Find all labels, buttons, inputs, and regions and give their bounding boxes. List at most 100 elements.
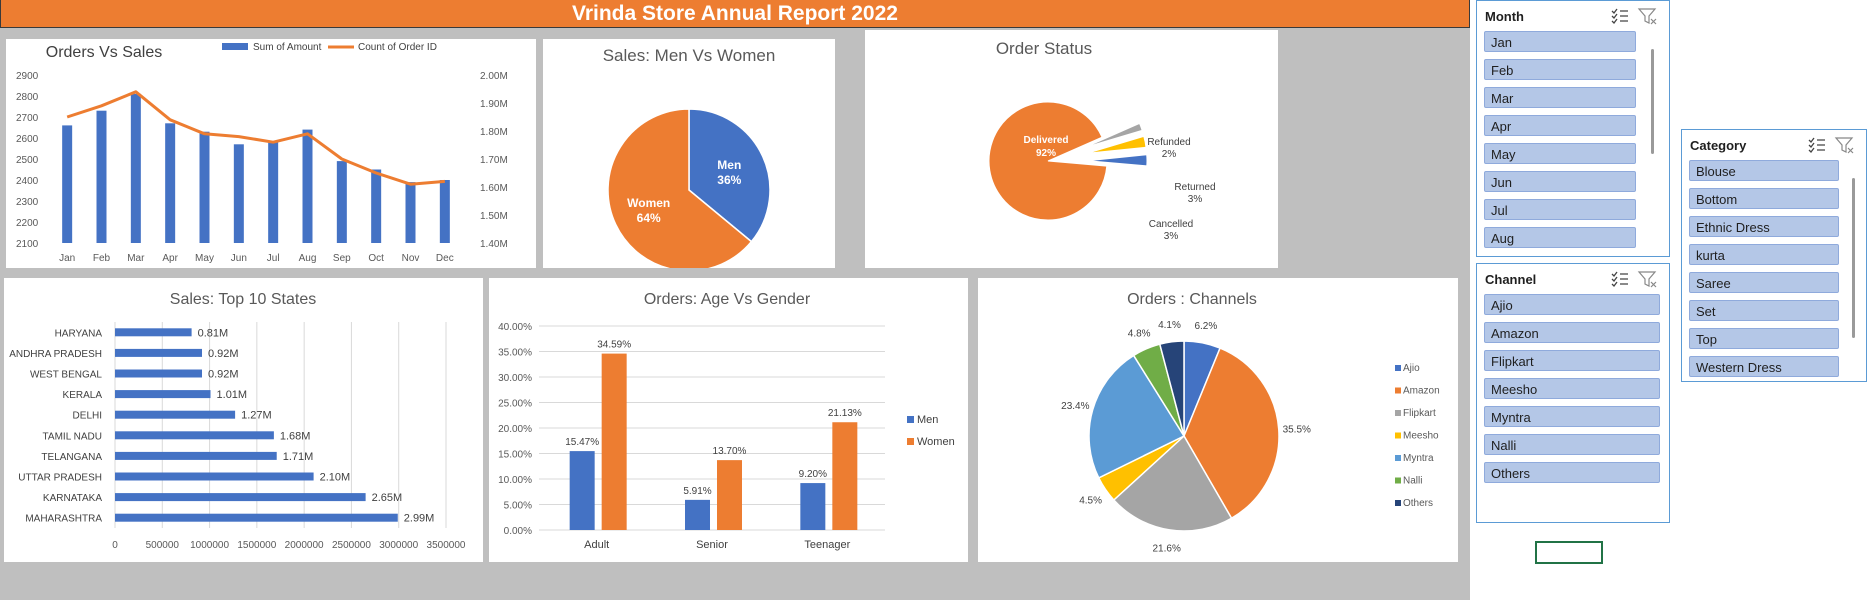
category-slicer-item[interactable]: Top — [1689, 328, 1839, 349]
bar-state — [115, 410, 236, 419]
bar-amount — [439, 180, 450, 243]
category-slicer-item[interactable]: Bottom — [1689, 188, 1839, 209]
data-label: 34.59% — [597, 340, 631, 351]
multi-select-icon[interactable] — [1808, 137, 1825, 153]
chart-title: Sales: Top 10 States — [170, 291, 316, 308]
channel-slicer-item[interactable]: Amazon — [1484, 322, 1660, 343]
y-right-tick: 1.40M — [480, 239, 508, 250]
y-right-tick: 1.90M — [480, 99, 508, 110]
data-label: 13.70% — [713, 446, 747, 457]
x-tick: Nov — [402, 253, 420, 264]
bar-state — [115, 431, 274, 440]
x-tick: Feb — [93, 253, 111, 264]
bar-amount — [199, 131, 210, 243]
x-tick: Aug — [299, 253, 317, 264]
bar-amount — [62, 125, 73, 243]
category-slicer-icons — [1806, 135, 1858, 160]
slice-pct: 4.5% — [1079, 496, 1102, 507]
chart-title: Orders: Age Vs Gender — [644, 291, 811, 308]
y-tick: KERALA — [63, 390, 103, 401]
y-left-tick: 2200 — [16, 218, 39, 229]
category-slicer-item[interactable]: Saree — [1689, 272, 1839, 293]
y-tick: 10.00% — [498, 475, 532, 486]
channel-slicer[interactable]: Channel Ajio Amazon Flipkart Meesho Myntra Na… — [1476, 263, 1670, 523]
bar-amount — [336, 161, 347, 243]
channel-slicer-item[interactable]: Meesho — [1484, 378, 1660, 399]
channel-slicer-item[interactable]: Nalli — [1484, 434, 1660, 455]
y-left-tick: 2300 — [16, 197, 39, 208]
month-slicer-item[interactable]: Feb — [1484, 59, 1636, 80]
slice-pct: 23.4% — [1061, 401, 1089, 412]
channel-slicer-item[interactable]: Myntra — [1484, 406, 1660, 427]
legend-label: Ajio — [1403, 363, 1420, 374]
category-slicer-title: Category — [1690, 138, 1747, 153]
slice-pct: 64% — [637, 211, 661, 225]
legend-label: Men — [917, 414, 938, 426]
y-tick: 15.00% — [498, 450, 532, 461]
channel-slicer-item[interactable]: Ajio — [1484, 294, 1660, 315]
data-label: 1.27M — [241, 410, 272, 422]
category-slicer-item[interactable]: Blouse — [1689, 160, 1839, 181]
month-slicer-item[interactable]: Jun — [1484, 171, 1636, 192]
legend-label: Myntra — [1403, 453, 1434, 464]
legend-swatch — [1395, 387, 1401, 394]
y-tick: 25.00% — [498, 399, 532, 410]
data-label: 21.13% — [828, 408, 862, 419]
legend-swatch-amount — [222, 43, 248, 50]
slice-pct: 4.8% — [1128, 328, 1151, 339]
slice-pct: 4.1% — [1158, 320, 1181, 331]
category-slicer-scrollbar[interactable] — [1852, 178, 1855, 338]
y-tick: UTTAR PRADESH — [18, 473, 102, 484]
category-slicer-item[interactable]: kurta — [1689, 244, 1839, 265]
selected-cell[interactable] — [1535, 541, 1603, 564]
men-women-chart[interactable]: Sales: Men Vs Women Men 36% Women 64% — [543, 39, 835, 268]
data-label: 5.91% — [683, 486, 711, 497]
category-slicer-item[interactable]: Ethnic Dress — [1689, 216, 1839, 237]
month-slicer-item[interactable]: Jan — [1484, 31, 1636, 52]
age-gender-chart[interactable]: Orders: Age Vs Gender 0.00% 5.00% 10.00% 15.… — [489, 278, 968, 562]
bar-amount — [165, 123, 176, 243]
month-slicer-item[interactable]: Apr — [1484, 115, 1636, 136]
clear-filter-icon[interactable] — [1637, 8, 1657, 25]
month-slicer-item[interactable]: Mar — [1484, 87, 1636, 108]
slice-label: Women — [627, 196, 670, 210]
data-label: 2.99M — [404, 513, 435, 525]
x-tick: 1500000 — [237, 540, 276, 551]
slice-pct: 21.6% — [1153, 544, 1181, 555]
month-slicer-item[interactable]: Aug — [1484, 227, 1636, 248]
channel-slicer-item[interactable]: Others — [1484, 462, 1660, 483]
top-states-chart[interactable]: Sales: Top 10 States 0 500000 1000000 150000… — [4, 278, 483, 562]
channel-slicer-item[interactable]: Flipkart — [1484, 350, 1660, 371]
order-status-chart[interactable]: Order Status Delivered 92% Refunded 2% Return… — [865, 30, 1278, 268]
channel-slicer-icons — [1609, 269, 1661, 294]
x-tick: 0 — [112, 540, 118, 551]
slice-cancelled — [1087, 154, 1148, 167]
clear-filter-icon[interactable] — [1637, 271, 1657, 288]
orders-vs-sales-chart[interactable]: Orders Vs Sales Sum of Amount Count of Ord… — [6, 39, 536, 268]
slice-returned — [1087, 135, 1147, 154]
legend-swatch — [1395, 455, 1401, 461]
category-slicer-item[interactable]: Set — [1689, 300, 1839, 321]
legend-label: Meesho — [1403, 431, 1439, 442]
data-label: 1.68M — [280, 430, 311, 442]
slice-myntra — [1088, 354, 1186, 479]
category-slicer-item[interactable]: Western Dress — [1689, 356, 1839, 377]
month-slicer-icons — [1609, 6, 1661, 31]
channels-chart[interactable]: Orders : Channels 6.2% 35.5% 21.6% 4.5% 23.4%… — [978, 278, 1458, 562]
data-label: 0.92M — [208, 369, 239, 381]
multi-select-icon[interactable] — [1611, 8, 1628, 24]
bar-state — [115, 513, 398, 522]
month-slicer-item[interactable]: Jul — [1484, 199, 1636, 220]
y-left-tick: 2900 — [16, 71, 39, 82]
slice-men — [688, 108, 771, 243]
slice-pct: 36% — [717, 173, 741, 187]
clear-filter-icon[interactable] — [1834, 137, 1854, 154]
slice-flipkart — [1112, 434, 1233, 532]
month-slicer-item[interactable]: May — [1484, 143, 1636, 164]
x-tick: Dec — [436, 253, 454, 264]
month-slicer[interactable]: Month Jan Feb Mar Apr May Jun Jul Aug — [1476, 0, 1670, 257]
multi-select-icon[interactable] — [1611, 271, 1628, 287]
month-slicer-scrollbar[interactable] — [1651, 49, 1654, 154]
category-slicer[interactable]: Category Blouse Bottom Ethnic Dress kurta Sa… — [1681, 129, 1867, 382]
bar-amount — [130, 93, 141, 244]
